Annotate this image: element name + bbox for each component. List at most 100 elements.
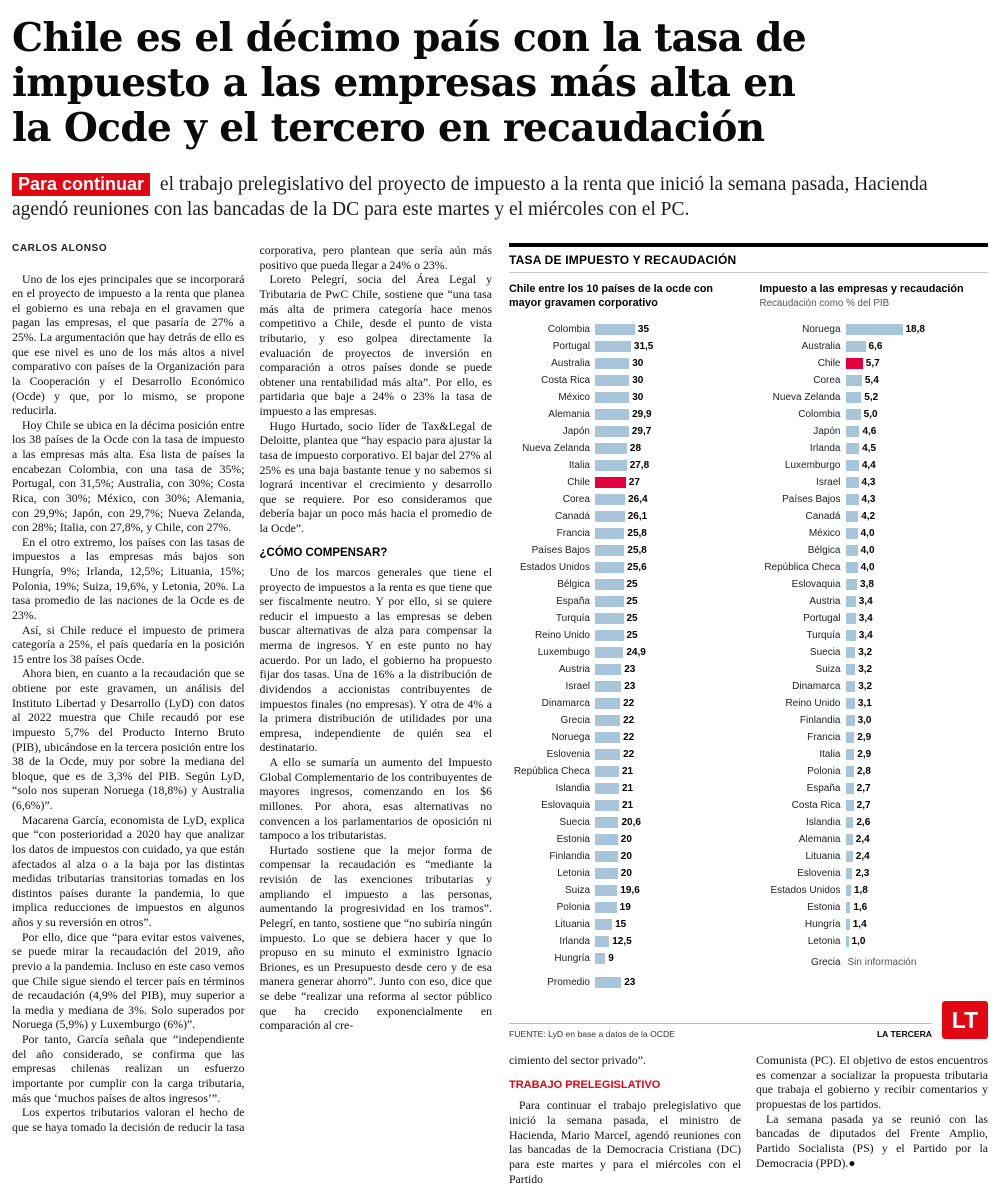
bar-value: 9 [608, 953, 614, 965]
bar-value: 4,0 [860, 545, 875, 557]
bar-value: 2,4 [855, 851, 870, 863]
bar-row: Israel 23 [509, 678, 738, 695]
bar-row: Suiza 19,6 [509, 882, 738, 899]
bar [845, 715, 855, 727]
bar-row: Luxembugo 24,9 [509, 644, 738, 661]
bar-value: 23 [624, 681, 636, 693]
bar [595, 324, 635, 336]
article-paragraph: Por ello, dice que “para evitar estos va… [12, 929, 245, 1032]
bar [595, 817, 619, 829]
summary-bar-row: Promedio 23 [509, 974, 738, 991]
bar-row: Alemania 2,4 [760, 831, 989, 848]
bar-track: 15 [595, 919, 738, 931]
bar-row: Bélgica 25 [509, 576, 738, 593]
bar-row: Canadá 26,1 [509, 508, 738, 525]
subhead: Para continuar el trabajo prelegislativo… [12, 172, 977, 223]
bar-track: 4,0 [845, 545, 989, 557]
bar-row: Italia 2,9 [760, 746, 989, 763]
bar [845, 596, 856, 608]
bar [845, 919, 850, 931]
bar-track: 26,4 [595, 494, 738, 506]
article-paragraph: Así, si Chile reduce el impuesto de prim… [12, 622, 245, 666]
bar-label: Finlandia [549, 851, 590, 863]
chart-title: Impuesto a las empresas y recaudación [759, 283, 964, 296]
bar-track: 25 [595, 596, 738, 608]
bar-track: 2,4 [845, 834, 989, 846]
bar-label: Grecia [560, 715, 590, 727]
bar [845, 851, 853, 863]
bar [595, 953, 606, 965]
bar-row: Japón 4,6 [760, 423, 989, 440]
bar-value: 27,8 [629, 460, 650, 472]
bar-value: 2,4 [855, 834, 870, 846]
bar-track: 20 [595, 834, 738, 846]
bar-row: Reino Unido 25 [509, 627, 738, 644]
bar-track: 2,4 [845, 851, 989, 863]
bar-value: 4,4 [861, 460, 876, 472]
bar [845, 698, 855, 710]
bar-label: Austria [558, 664, 590, 676]
chart-title: Chile entre los 10 países de la ocde con… [509, 283, 714, 309]
bar [595, 783, 619, 795]
bar [595, 511, 625, 523]
bar-track: 5,2 [845, 392, 989, 404]
bar-value: 18,8 [905, 324, 925, 336]
bar-label: Portugal [552, 341, 590, 353]
article-paragraph: Los expertos tributarios valoran el hech… [12, 243, 492, 1134]
bar-row: Eslovenia 22 [509, 746, 738, 763]
bar-row: Suecia 20,6 [509, 814, 738, 831]
bar-value: 30 [632, 392, 644, 404]
bar-value: 3,4 [858, 630, 873, 642]
bar-track: 3,4 [845, 596, 989, 608]
bar-track: 5,7 [845, 358, 989, 370]
bar-track: 23 [595, 977, 738, 989]
bar [595, 766, 619, 778]
bar-row: Japón 29,7 [509, 423, 738, 440]
bar-row: Noruega 22 [509, 729, 738, 746]
bar-value: 29,9 [632, 409, 652, 421]
chart-rows: Noruega 18,8 Australia 6,6 Chile 5,7 Corea 5,4 N… [760, 321, 989, 971]
bar [595, 919, 613, 931]
bar-value: 27 [628, 477, 640, 489]
bar-row: Lituania 15 [509, 916, 738, 933]
no-data-row: Grecia Sin información [760, 954, 989, 971]
bar-value: 22 [623, 749, 635, 761]
bar-label: Israel [565, 681, 590, 693]
bar-value: 31,5 [633, 341, 654, 353]
bar-row: Australia 30 [509, 355, 738, 372]
bar [845, 460, 859, 472]
right-column: TASA DE IMPUESTO Y RECAUDACIÓN Chile ent… [509, 243, 988, 1186]
bar-label: Promedio [547, 977, 590, 989]
bar-row: Colombia 5,0 [760, 406, 989, 423]
bar-row: Irlanda 12,5 [509, 933, 738, 950]
bar-label: Italia [819, 749, 841, 761]
bar-label: Islandia [806, 817, 841, 829]
bar-row: Reino Unido 3,1 [760, 695, 989, 712]
bar-track: 27,8 [595, 460, 738, 472]
bar [845, 409, 861, 421]
bar-label: Estonia [807, 902, 841, 914]
bar-label: Francia [556, 528, 590, 540]
bar-label: Nueva Zelanda [522, 443, 590, 455]
bar-track: 2,6 [845, 817, 989, 829]
bar-value: 2,6 [856, 817, 871, 829]
bar-label: Dinamarca [541, 698, 590, 710]
bar-value: 25 [626, 579, 638, 591]
bar-row: República Checa 21 [509, 763, 738, 780]
bar [595, 715, 621, 727]
bar-row: España 25 [509, 593, 738, 610]
bar-track: 29,7 [595, 426, 738, 438]
bar-label: Irlanda [559, 936, 590, 948]
bar-value: 25 [626, 596, 638, 608]
article-paragraph: Por tanto, García señala que “independie… [12, 1032, 245, 1105]
bar-label: Corea [562, 494, 590, 506]
bar-value: 23 [624, 664, 636, 676]
bar-label: Suiza [815, 664, 841, 676]
bar-track: 25 [595, 630, 738, 642]
bar [595, 562, 625, 574]
bar-label: Japón [813, 426, 841, 438]
bar-label: Eslovaquia [791, 579, 841, 591]
bar-row: Portugal 31,5 [509, 338, 738, 355]
bar-value: 25,8 [627, 528, 647, 540]
bar-row: Eslovenia 2,3 [760, 865, 989, 882]
